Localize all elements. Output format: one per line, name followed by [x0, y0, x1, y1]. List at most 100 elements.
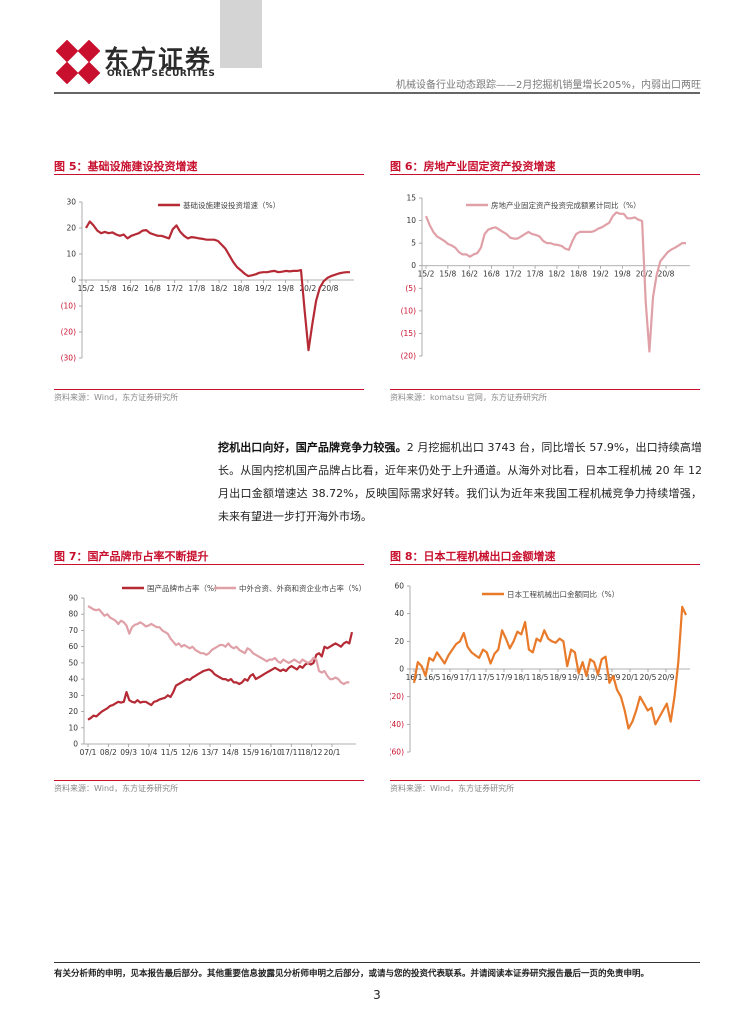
logo-english-name: ORIENT SECURITIES	[107, 69, 216, 79]
x-tick-label: 20/9	[658, 673, 675, 682]
y-tick-label: 10	[68, 723, 78, 732]
x-tick-label: 20/1	[324, 748, 341, 757]
fig6-source-rule	[390, 389, 700, 390]
y-tick-label: 50	[68, 658, 78, 667]
x-tick-label: 20/1	[622, 673, 639, 682]
fig7-title: 图 7：国产品牌市占率不断提升	[54, 550, 209, 563]
x-tick-label: 17/2	[166, 284, 183, 293]
y-tick-label: 15	[406, 194, 416, 203]
y-tick-label: 5	[411, 239, 416, 248]
x-tick-label: 18/2	[548, 270, 565, 279]
x-tick-label: 18/5	[532, 673, 549, 682]
fig5-chart: 30 20 10 0 (10) (20) (30) 15/2 15/8 16/2 16/8 17/2 1…	[61, 198, 354, 363]
fig6-source: 资料来源：komatsu 官网，东方证券研究所	[390, 393, 547, 402]
legend-label-1: 基础设施建设投资增速（%）	[183, 200, 280, 210]
series-line-2	[87, 605, 350, 686]
series-line-1	[85, 220, 350, 352]
x-tick-label: 15/2	[418, 270, 435, 279]
legend-label-1: 日本工程机械出口金额同比（%）	[507, 589, 619, 599]
y-tick-label: (40)	[390, 720, 404, 729]
y-tick-label: 0	[71, 276, 76, 285]
body-paragraph: 挖机出口向好，国产品牌竞争力较强。2 月挖掘机出口 3743 台，同比增长 57…	[218, 436, 702, 528]
x-tick-label: 18/8	[233, 284, 250, 293]
y-tick-label: (5)	[405, 284, 416, 293]
y-tick-label: (30)	[61, 354, 76, 363]
legend-label-1: 国产品牌市占率（%）	[147, 583, 222, 593]
y-tick-label: (20)	[401, 352, 416, 361]
x-tick-label: 16/2	[461, 270, 478, 279]
fig6-chart: 15 10 5 0 (5) (10) (15) (20) 15/2 15/8 16/2 16/8 17/…	[401, 194, 690, 361]
y-tick-label: 30	[66, 198, 76, 207]
x-tick-label: 09/3	[120, 748, 137, 757]
fig8-source: 资料来源：Wind，东方证券研究所	[390, 784, 515, 793]
fig6-title-rule	[390, 174, 700, 175]
x-tick-label: 17/11	[281, 748, 303, 757]
y-tick-label: 70	[68, 626, 78, 635]
x-tick-label: 16/8	[144, 284, 161, 293]
y-tick-label: 0	[399, 665, 404, 674]
x-tick-label: 07/1	[80, 748, 97, 757]
y-tick-label: 40	[68, 675, 78, 684]
report-title: 机械设备行业动态跟踪——2月挖掘机销量增长205%，内弱出口两旺	[396, 80, 701, 91]
x-tick-label: 17/1	[460, 673, 477, 682]
fig8-title: 图 8：日本工程机械出口金额增速	[390, 550, 556, 563]
logo-icon	[56, 40, 100, 84]
header-divider	[54, 92, 700, 94]
x-tick-label: 16/9	[442, 673, 459, 682]
x-tick-label: 17/2	[505, 270, 522, 279]
fig8-source-rule	[390, 780, 700, 781]
x-tick-label: 15/9	[242, 748, 259, 757]
x-tick-label: 20/8	[658, 270, 675, 279]
x-tick-label: 17/8	[527, 270, 544, 279]
x-tick-label: 20/5	[640, 673, 657, 682]
fig5-source: 资料来源：Wind，东方证券研究所	[54, 393, 179, 402]
x-tick-label: 19/1	[568, 673, 585, 682]
y-tick-label: 10	[406, 216, 416, 225]
logo-diamond-tl	[56, 40, 79, 63]
series-line-1	[412, 605, 688, 730]
y-tick-label: 80	[68, 610, 78, 619]
x-tick-label: 15/8	[100, 284, 117, 293]
x-tick-label: 18/9	[550, 673, 567, 682]
y-tick-label: (10)	[61, 302, 76, 311]
y-tick-label: 10	[66, 250, 76, 259]
x-tick-label: 16/8	[483, 270, 500, 279]
y-tick-label: (60)	[390, 748, 404, 757]
x-tick-label: 08/2	[100, 748, 117, 757]
page-number: 3	[373, 988, 381, 1002]
x-tick-label: 13/7	[202, 748, 219, 757]
header-decoration-bar	[220, 0, 262, 68]
legend-label-1: 房地产业固定资产投资完成额累计同比（%）	[491, 200, 641, 210]
x-tick-label: 20/2	[299, 284, 316, 293]
fig7-title-rule	[54, 564, 364, 565]
logo-diamond-br	[77, 61, 100, 84]
x-tick-label: 16/5	[424, 673, 441, 682]
fig5-title: 图 5：基础设施建设投资增速	[54, 160, 198, 173]
x-tick-label: 18/2	[211, 284, 228, 293]
y-tick-label: 0	[73, 740, 78, 749]
x-tick-label: 12/6	[181, 748, 198, 757]
footer-divider	[54, 962, 700, 963]
y-tick-label: 30	[68, 691, 78, 700]
y-tick-label: 20	[66, 224, 76, 233]
y-tick-label: 40	[394, 609, 404, 618]
fig6-title: 图 6：房地产业固定资产投资增速	[390, 160, 556, 173]
x-tick-label: 18/8	[570, 270, 587, 279]
fig7-source-rule	[54, 780, 364, 781]
y-tick-label: 90	[68, 594, 78, 603]
legend-label-2: 中外合资、外商和资企业市占率（%）	[239, 583, 364, 593]
y-tick-label: 20	[68, 707, 78, 716]
x-tick-label: 17/8	[188, 284, 205, 293]
y-tick-label: 60	[394, 582, 404, 591]
x-tick-label: 16/10	[260, 748, 282, 757]
x-tick-label: 14/8	[222, 748, 239, 757]
body-text: 2 月挖掘机出口 3743 台，同比增长 57.9%，出口持续高增长。从国内挖机…	[218, 441, 703, 523]
series-line-1	[424, 211, 686, 353]
y-tick-label: 20	[394, 637, 404, 646]
y-tick-label: (20)	[390, 692, 404, 701]
x-tick-label: 16/2	[122, 284, 139, 293]
x-tick-label: 11/5	[161, 748, 178, 757]
x-tick-label: 19/8	[614, 270, 631, 279]
x-tick-label: 15/8	[439, 270, 456, 279]
